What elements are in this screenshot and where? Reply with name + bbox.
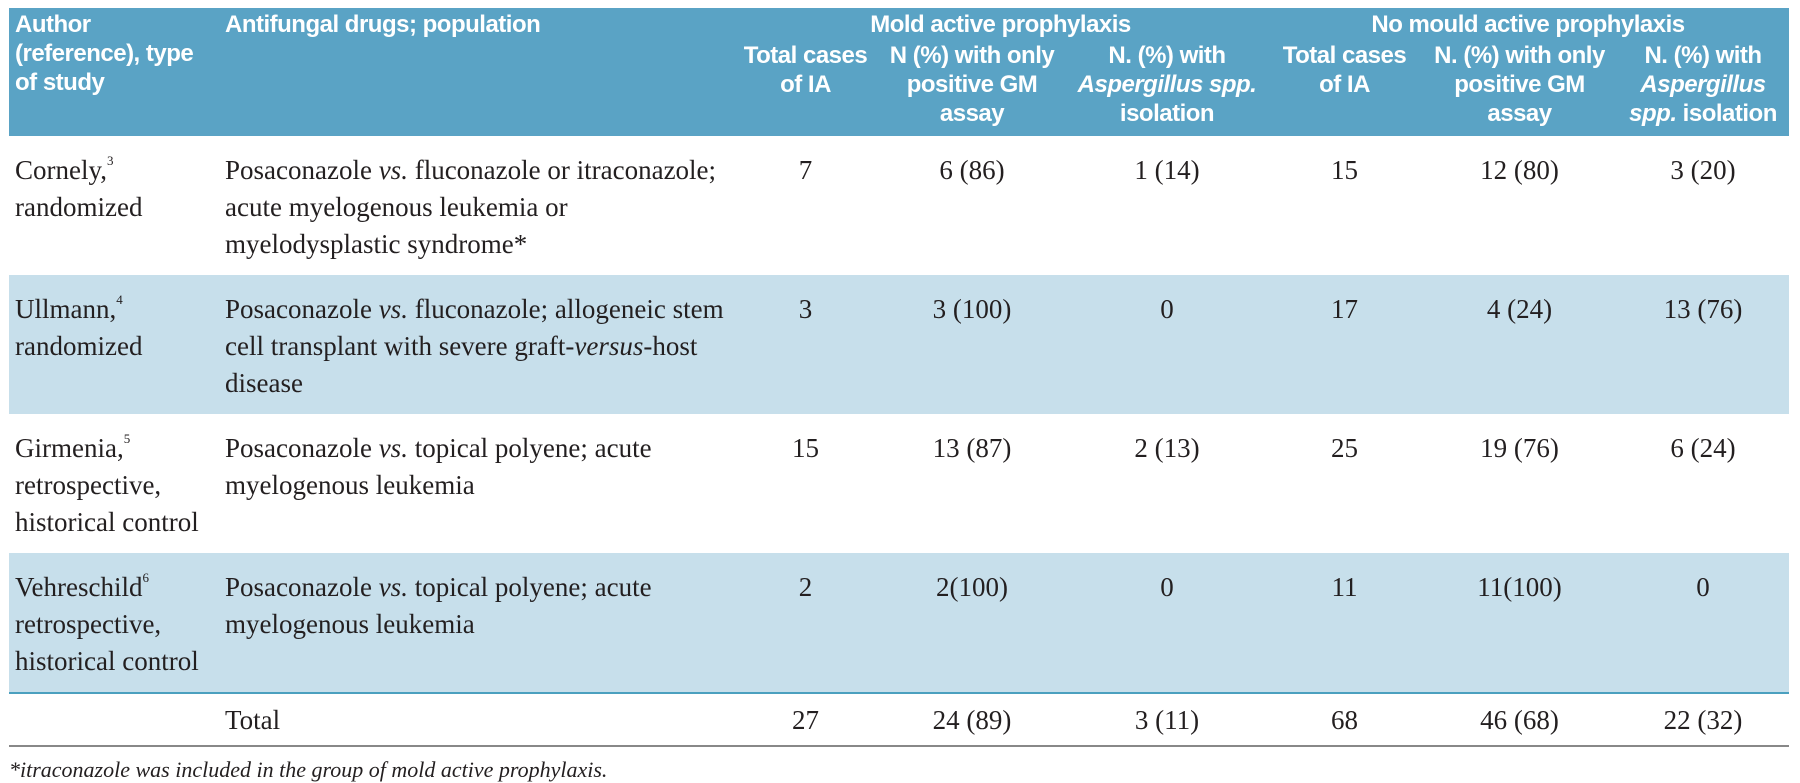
table-cell: Total <box>219 692 734 747</box>
results-table: Author (reference), type of study Antifun… <box>9 8 1790 747</box>
table-cell: 3 <box>734 275 877 414</box>
reference: 4 <box>116 292 123 307</box>
table-cell: 11(100) <box>1422 553 1617 693</box>
table-cell: 3 (100) <box>877 275 1067 414</box>
group-header: No mould active prophylaxis <box>1267 8 1790 39</box>
table-cell: Vehreschild6 retrospective, historical c… <box>9 553 219 693</box>
table-cell: Posaconazole vs. fluconazole; allogeneic… <box>219 275 734 414</box>
table-cell: 12 (80) <box>1480 155 1559 185</box>
table-row: Girmenia,5 retrospective, historical con… <box>9 414 1789 553</box>
text-run: Girmenia, <box>15 433 124 463</box>
table-cell: 6 (86) <box>939 155 1005 185</box>
table-cell: 68 <box>1267 692 1422 747</box>
table-row: Ullmann,4 randomized Posaconazole vs. flu… <box>9 275 1790 414</box>
header-cell: Author (reference), type of study <box>9 8 219 136</box>
table-cell: Posaconazole vs. topical polyene; acute … <box>219 553 734 693</box>
table-cell <box>9 692 219 747</box>
text-run: topical polyene; acute myelogenous leuke… <box>225 433 652 500</box>
italic-run: Aspergillus spp. <box>1629 71 1766 127</box>
table-cell: 4 (24) <box>1422 275 1617 414</box>
text-run: fluconazole; allogeneic stem cell transp… <box>225 294 724 361</box>
reference: 6 <box>142 570 149 585</box>
text-run: retrospective, historical control <box>15 609 199 676</box>
text-run: retrospective, historical control <box>15 470 199 537</box>
text-run: Vehreschild <box>15 572 143 602</box>
header-row: Total cases of IA N (%) with only positiv… <box>9 39 1790 136</box>
table-cell: 7 <box>798 155 813 185</box>
column-header: N. (%) with only positive GM assay <box>1422 39 1617 136</box>
italic-run: versus <box>574 331 644 361</box>
header-cell: Antifungal drugs; population <box>219 8 734 136</box>
column-header: Total cases of IA <box>1267 39 1422 136</box>
table-cell: 3 (11) <box>1067 692 1267 747</box>
table-body: Cornely,3 randomized Posaconazole vs. flu… <box>9 136 1790 747</box>
text-run: -host disease <box>225 331 698 398</box>
text-run: Ullmann, <box>15 294 117 324</box>
text-run: Posaconazole <box>225 433 379 463</box>
table-cell: 19 (76) <box>1480 433 1559 463</box>
text-run: Posaconazole <box>225 572 379 602</box>
table-cell: 25 <box>1331 433 1358 463</box>
text-run: Posaconazole <box>225 294 379 324</box>
table-cell: 46 (68) <box>1422 692 1617 747</box>
text-run: Posaconazole <box>225 155 379 185</box>
table-cell: 0 <box>1067 275 1267 414</box>
text-run: N. (%) with <box>1644 42 1762 69</box>
table-cell: 11 <box>1267 553 1422 693</box>
table-cell: 2 <box>734 553 877 693</box>
reference: 3 <box>106 153 114 168</box>
table-cell: 0 <box>1617 553 1790 693</box>
text-run: isolation <box>1676 100 1778 127</box>
table-row: Cornely,3 randomized Posaconazole vs. flu… <box>9 136 1789 275</box>
table-cell: Ullmann,4 randomized <box>9 275 219 414</box>
table-cell: 15 <box>792 433 819 463</box>
text-run: randomized <box>15 331 143 361</box>
text-run: Total cases of IA <box>743 42 868 98</box>
text-run: N. (%) with <box>1108 42 1226 69</box>
table-cell: 6 (24) <box>1670 433 1736 463</box>
text-run: isolation <box>1119 100 1215 127</box>
column-header: N (%) with only positive GM assay <box>877 39 1067 136</box>
text-run: fluconazole or itraconazole; acute myelo… <box>225 155 717 259</box>
table-row: Vehreschild6 retrospective, historical c… <box>9 553 1790 693</box>
footnote: *itraconazole was included in the group … <box>9 757 608 782</box>
italic-run: vs. <box>378 294 408 324</box>
table-cell: 27 <box>734 692 877 747</box>
table-cell: 2 (13) <box>1134 433 1200 463</box>
column-header: N. (%) with Aspergillus spp. isolation <box>1067 39 1267 136</box>
table-cell: 13 (87) <box>932 433 1012 463</box>
table-cell: 24 (89) <box>877 692 1067 747</box>
text-run: N (%) with only positive GM assay <box>889 42 1055 127</box>
text-run: randomized <box>15 192 143 222</box>
italic-run: vs. <box>378 155 408 185</box>
table-wrap: Author (reference), type of study Antifun… <box>9 8 1790 783</box>
table-cell: 0 <box>1067 553 1267 693</box>
table-cell: 15 <box>1331 155 1358 185</box>
text-run: N. (%) with only positive GM assay <box>1434 42 1605 127</box>
table-header: Author (reference), type of study Antifun… <box>9 8 1790 136</box>
table-cell: Girmenia,5 retrospective, historical con… <box>9 414 219 553</box>
table-cell: Posaconazole vs. topical polyene; acute … <box>219 414 734 553</box>
table-cell: 17 <box>1267 275 1422 414</box>
italic-run: vs. <box>378 572 408 602</box>
italic-run: Aspergillus spp. <box>1077 71 1257 98</box>
table-cell: 13 (76) <box>1617 275 1790 414</box>
column-header: Total cases of IA <box>734 39 877 136</box>
header-row: Author (reference), type of study Antifun… <box>9 8 1790 136</box>
table-cell: Cornely,3 randomized <box>9 136 219 275</box>
table-row: Total 27 24 (89) 3 (11) 68 46 (68) 22 (32) <box>9 692 1790 747</box>
text-run: Cornely, <box>15 155 107 185</box>
italic-run: vs. <box>378 433 408 463</box>
table-cell: 2(100) <box>877 553 1067 693</box>
table-cell: 1 (14) <box>1134 155 1200 185</box>
reference: 5 <box>123 431 131 446</box>
text-run: Total cases of IA <box>1282 42 1407 98</box>
table-cell: 3 (20) <box>1670 155 1736 185</box>
table-cell: Posaconazole vs. fluconazole or itracona… <box>219 136 734 275</box>
table-cell: 22 (32) <box>1617 692 1790 747</box>
text-run: topical polyene; acute myelogenous leuke… <box>225 572 652 639</box>
column-header: N. (%) with Aspergillus spp. isolation <box>1617 39 1790 136</box>
group-header: Mold active prophylaxis <box>734 8 1267 39</box>
